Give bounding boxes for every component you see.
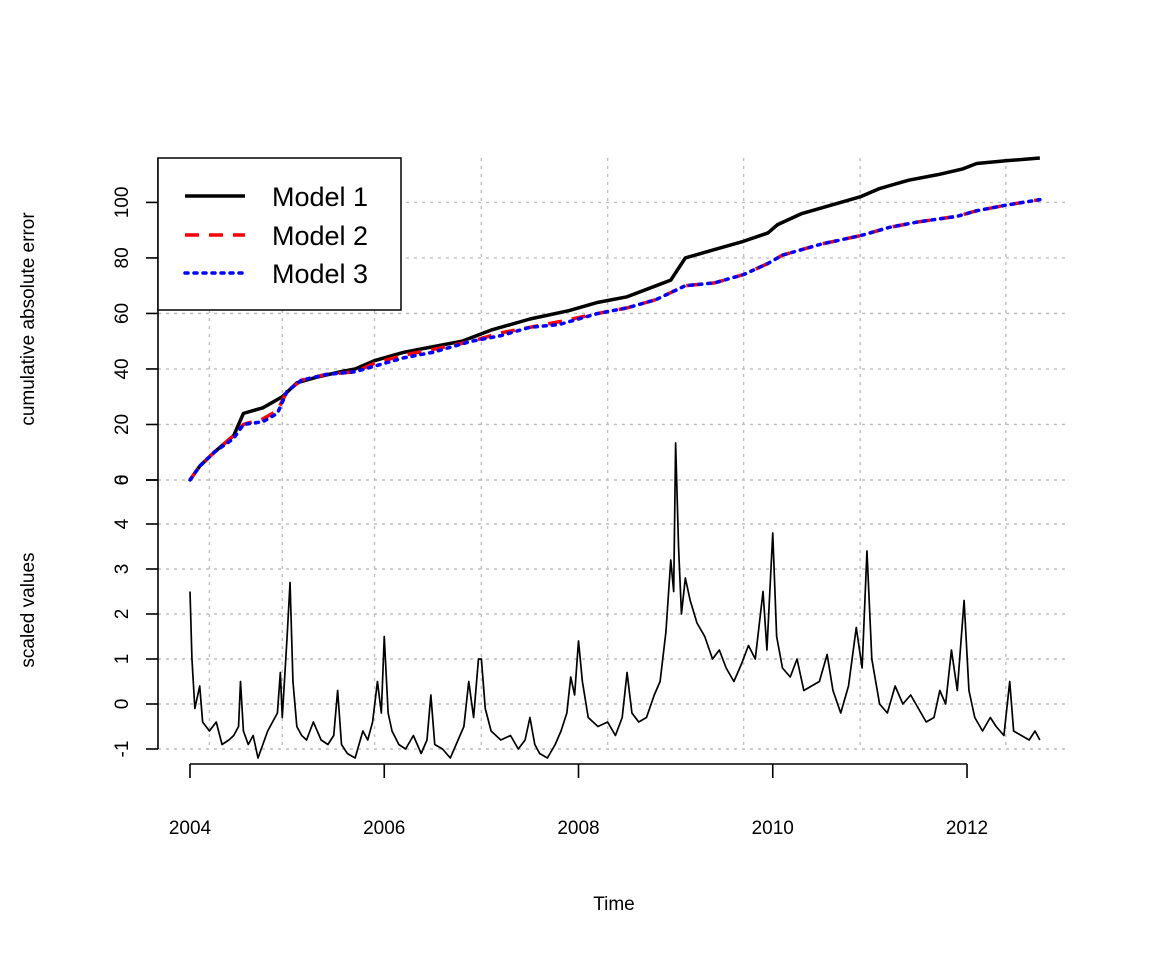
legend-label-model-2: Model 2 [272, 221, 368, 251]
top-y-tick-label-0: 0 [112, 475, 133, 486]
series-layer [188, 156, 1042, 759]
top-y-tick-label-100: 100 [112, 187, 133, 219]
bottom-y-tick-label-2: 2 [112, 609, 133, 620]
bottom-y-tick-label-1: 1 [112, 654, 133, 665]
bottom-y-tick-label-3: 3 [112, 564, 133, 575]
grid-lines [158, 158, 1070, 750]
bottom-y-ticks: -1 0 1 2 3 4 6 [112, 475, 158, 758]
x-tick-label-2006: 2006 [363, 818, 405, 839]
bottom-y-tick-label-4: 4 [112, 518, 133, 529]
x-axis-title: Time [593, 894, 635, 915]
top-y-tick-label-20: 20 [112, 414, 133, 435]
top-y-tick-label-60: 60 [112, 303, 133, 324]
top-y-axis-title: cumulative absolute error [18, 212, 39, 426]
legend-label-model-3: Model 3 [272, 259, 368, 289]
top-y-ticks: 0 20 40 60 80 100 [112, 187, 158, 486]
series-line-model-2 [188, 197, 1041, 482]
series-line-model-1 [188, 156, 1040, 482]
series-line-model-3 [188, 197, 1042, 482]
x-tick-label-2012: 2012 [946, 818, 988, 839]
bottom-y-tick-label-0: 0 [112, 699, 133, 710]
legend: Model 1 Model 2 Model 3 [157, 157, 402, 311]
x-tick-label-2008: 2008 [557, 818, 599, 839]
bottom-y-axis-title: scaled values [18, 552, 39, 667]
legend-label-model-1: Model 1 [272, 182, 368, 212]
top-y-tick-label-80: 80 [112, 247, 133, 268]
x-ticks: 2004 2006 2008 2010 2012 [169, 764, 988, 839]
series-line-scaled-values [189, 442, 1041, 759]
x-tick-label-2010: 2010 [752, 818, 794, 839]
top-y-tick-label-40: 40 [112, 358, 133, 379]
x-tick-label-2004: 2004 [169, 818, 212, 839]
bottom-y-tick-label-6: 6 [112, 475, 133, 486]
bottom-y-tick-label-1: -1 [112, 741, 133, 758]
